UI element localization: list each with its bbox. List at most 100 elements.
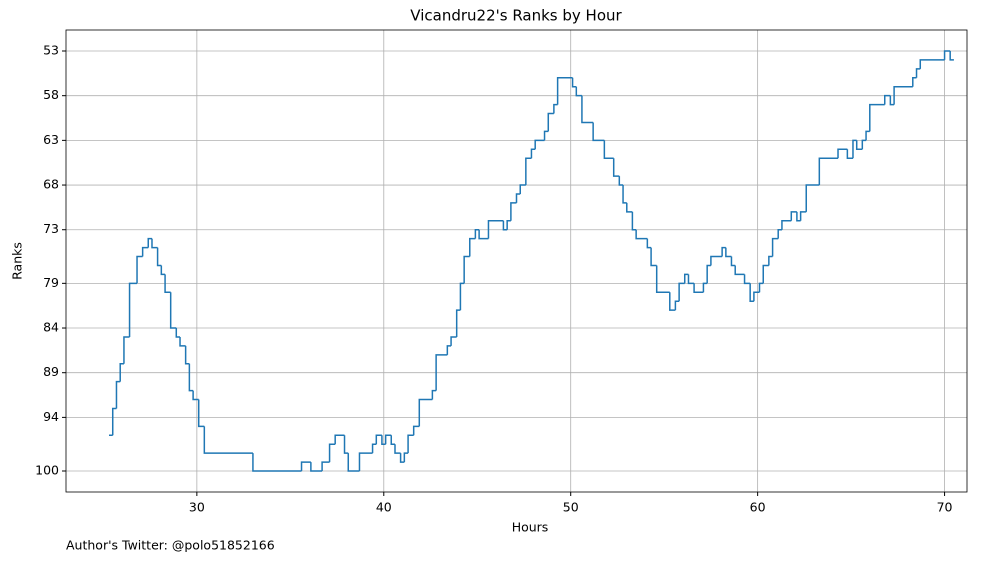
step-segment — [855, 140, 863, 151]
step-segment — [111, 407, 117, 436]
step-segment — [771, 237, 779, 257]
step-segment — [455, 309, 461, 337]
step-segment — [674, 300, 680, 311]
y-tick-label: 73 — [43, 221, 59, 236]
step-segment — [869, 103, 885, 132]
step-segment — [749, 283, 754, 302]
step-segment — [463, 255, 470, 284]
step-segment — [743, 274, 751, 285]
step-segment — [618, 176, 624, 186]
step-segment — [575, 86, 582, 97]
step-segment — [669, 292, 676, 311]
step-segment — [160, 265, 166, 276]
y-tick-label: 94 — [43, 409, 59, 424]
step-segment — [310, 462, 323, 472]
step-segment — [725, 247, 732, 258]
step-segment — [846, 149, 853, 159]
step-segment — [128, 282, 138, 337]
step-segment — [446, 345, 452, 355]
step-segment — [371, 443, 377, 454]
step-segment — [762, 264, 769, 284]
y-axis-label: Ranks — [10, 242, 25, 280]
step-segment — [474, 228, 480, 239]
chart-title: Vicandru22's Ranks by Hour — [410, 7, 622, 25]
step-segment — [184, 345, 190, 365]
x-tick-label: 60 — [750, 500, 766, 515]
step-segment — [519, 184, 526, 194]
x-tick-label: 40 — [376, 500, 392, 515]
step-segment — [136, 255, 143, 284]
step-segment — [175, 328, 181, 338]
step-segment — [502, 220, 508, 231]
step-segment — [556, 77, 573, 105]
step-segment — [399, 453, 405, 463]
step-segment — [435, 354, 448, 391]
step-segment — [412, 425, 420, 436]
step-segment — [147, 237, 152, 248]
step-segment — [799, 211, 807, 221]
step-segment — [790, 211, 797, 221]
step-segment — [487, 220, 504, 239]
step-segment — [768, 255, 773, 266]
step-segment — [852, 139, 857, 159]
step-segment — [192, 390, 199, 401]
step-segment — [912, 77, 917, 87]
step-segment — [547, 112, 554, 132]
step-segment — [510, 202, 517, 221]
y-tick-label: 100 — [35, 463, 59, 478]
step-segment — [702, 282, 708, 293]
step-segment — [581, 95, 594, 124]
step-segment — [156, 247, 162, 267]
step-segment — [534, 139, 545, 150]
step-segment — [943, 50, 951, 60]
step-segment — [431, 389, 437, 400]
step-segment — [915, 68, 921, 78]
x-tick-label: 30 — [189, 500, 205, 515]
step-segment — [506, 220, 511, 230]
y-tick-label: 79 — [43, 275, 59, 290]
step-segment — [394, 444, 401, 454]
step-segment — [635, 229, 648, 240]
step-segment — [893, 85, 913, 105]
step-segment — [164, 274, 171, 294]
step-segment — [328, 443, 336, 463]
plot-frame — [65, 29, 968, 493]
step-segment — [919, 59, 945, 69]
x-axis-label: Hours — [512, 520, 549, 535]
y-tick-label: 89 — [43, 364, 59, 379]
step-segment — [796, 211, 801, 222]
step-segment — [525, 157, 532, 186]
step-segment — [730, 256, 736, 267]
step-segment — [515, 193, 521, 203]
step-segment — [450, 336, 457, 346]
step-segment — [343, 435, 349, 454]
step-segment — [949, 51, 954, 61]
x-tick-label: 70 — [937, 500, 953, 515]
step-segment — [646, 238, 652, 249]
step-segment — [459, 282, 465, 311]
step-segment — [188, 363, 194, 392]
step-segment — [884, 94, 891, 105]
step-segment — [543, 130, 549, 141]
step-segment — [375, 434, 382, 445]
step-segment — [553, 103, 558, 114]
step-segment — [710, 255, 723, 266]
step-segment — [753, 291, 760, 302]
y-tick-label: 68 — [43, 177, 59, 192]
step-segment — [678, 282, 685, 302]
step-segment — [655, 265, 670, 294]
step-segment — [358, 452, 373, 471]
step-segment — [687, 274, 695, 285]
step-segment — [631, 211, 637, 231]
step-segment — [403, 452, 409, 463]
step-segment — [151, 238, 158, 249]
step-segment — [384, 434, 392, 445]
step-segment — [347, 453, 360, 472]
step-segment — [334, 434, 345, 445]
step-segment — [141, 246, 149, 257]
step-segment — [203, 426, 253, 454]
x-tick-label: 50 — [563, 500, 579, 515]
step-segment — [622, 185, 627, 204]
y-tick-label: 58 — [43, 87, 59, 102]
